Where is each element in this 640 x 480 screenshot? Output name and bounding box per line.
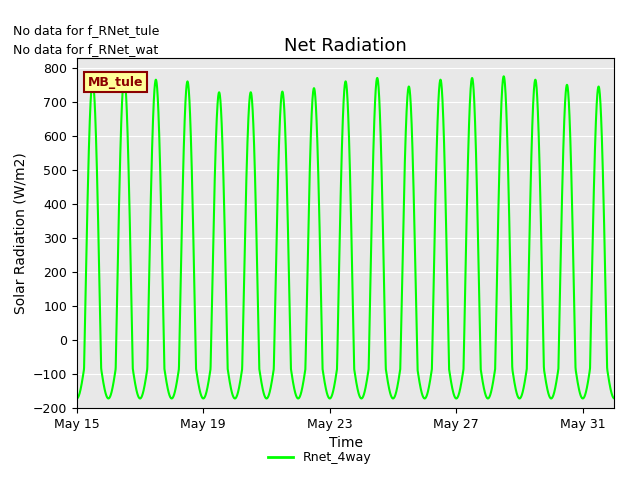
Text: MB_tule: MB_tule <box>88 76 143 89</box>
Y-axis label: Solar Radiation (W/m2): Solar Radiation (W/m2) <box>13 152 27 313</box>
Text: No data for f_RNet_wat: No data for f_RNet_wat <box>13 43 158 56</box>
Legend: Rnet_4way: Rnet_4way <box>263 446 377 469</box>
Text: No data for f_RNet_tule: No data for f_RNet_tule <box>13 24 159 37</box>
Title: Net Radiation: Net Radiation <box>284 36 407 55</box>
X-axis label: Time: Time <box>328 436 363 450</box>
